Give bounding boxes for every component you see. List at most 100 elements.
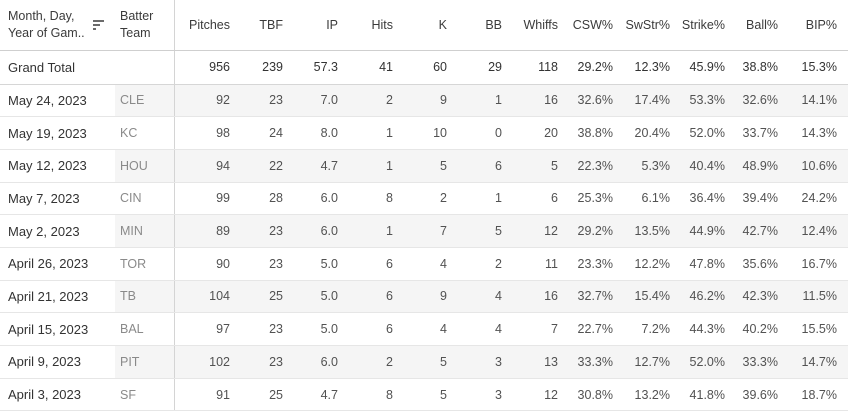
column-header-bip-pct[interactable]: BIP% [788,0,848,51]
stat-cell: 25.3% [568,182,623,216]
stat-cell: 1 [457,182,512,216]
stat-cell: 33.3% [568,345,623,379]
stat-cell: 23 [240,247,293,281]
stat-cell: 17.4% [623,84,680,118]
stat-cell: 32.6% [735,84,788,118]
stat-cell: 5.0 [293,312,348,346]
stat-cell: 3 [457,378,512,412]
stat-cell: 5 [512,149,568,183]
stat-cell: 32.6% [568,84,623,118]
stat-cell: 10.6% [788,149,848,183]
stat-cell: 23 [240,84,293,118]
stat-cell: 35.6% [735,247,788,281]
table-row: April 9, 2023 PIT 102 23 6.0 2 5 3 13 33.3% 12.7% 5… [0,345,848,379]
stat-cell: 5.0 [293,280,348,314]
team-cell: CIN [115,182,174,216]
stat-cell: 23.3% [568,247,623,281]
stat-cell: 2 [457,247,512,281]
stat-cell: 104 [173,280,240,314]
team-cell: TOR [115,247,174,281]
column-header-csw-pct[interactable]: CSW% [568,0,623,51]
stat-cell: 16 [512,84,568,118]
column-header-swstr-pct[interactable]: SwStr% [623,0,680,51]
table-row: April 21, 2023 TB 104 25 5.0 6 9 4 16 32.7% 15.4% 4… [0,280,848,314]
column-header-date[interactable]: Month, Day, Year of Gam.. [0,0,115,51]
stat-cell: 102 [173,345,240,379]
stat-cell: 1 [348,214,403,248]
column-header-pitches[interactable]: Pitches [173,0,240,51]
stat-cell: 98 [173,116,240,150]
column-header-strike-pct[interactable]: Strike% [680,0,735,51]
grand-total-stat-cell: 118 [512,50,568,85]
sort-bar [92,27,96,30]
stat-cell: 30.8% [568,378,623,412]
column-header-k[interactable]: K [403,0,457,51]
stat-cell: 15.5% [788,312,848,346]
stat-cell: 6.0 [293,345,348,379]
team-cell: SF [115,378,174,412]
stat-cell: 2 [348,345,403,379]
stat-cell: 24 [240,116,293,150]
stat-cell: 7 [512,312,568,346]
stat-cell: 6 [457,149,512,183]
stat-cell: 13 [512,345,568,379]
stat-cell: 2 [348,84,403,118]
grand-total-stat-cell: 956 [173,50,240,85]
header-row: Month, Day, Year of Gam.. Batter Team Pi… [0,0,848,51]
team-cell: PIT [115,345,174,379]
grand-total-label: Grand Total [0,50,174,85]
stat-cell: 5 [403,149,457,183]
column-header-hits[interactable]: Hits [348,0,403,51]
stat-cell: 1 [348,116,403,150]
table-row: May 2, 2023 MIN 89 23 6.0 1 7 5 12 29.2% 13.5% 44.9… [0,214,848,248]
stat-cell: 16.7% [788,247,848,281]
stat-cell: 13.2% [623,378,680,412]
grand-total-stat-cell: 239 [240,50,293,85]
stat-cell: 4 [403,312,457,346]
stat-cell: 12.4% [788,214,848,248]
stat-cell: 6 [348,312,403,346]
stat-cell: 11 [512,247,568,281]
stat-cell: 13.5% [623,214,680,248]
stat-cell: 14.3% [788,116,848,150]
sort-descending-icon[interactable] [92,19,104,30]
stat-cell: 97 [173,312,240,346]
column-header-ball-pct[interactable]: Ball% [735,0,788,51]
stat-cell: 39.6% [735,378,788,412]
stat-cell: 15.4% [623,280,680,314]
stat-cell: 24.2% [788,182,848,216]
stat-cell: 42.7% [735,214,788,248]
stat-cell: 91 [173,378,240,412]
grand-total-stat-cell: 29 [457,50,512,85]
column-header-whiffs[interactable]: Whiffs [512,0,568,51]
date-header-line2: Year of Gam.. [8,25,85,40]
stat-cell: 38.8% [568,116,623,150]
column-header-batter-team[interactable]: Batter Team [115,0,174,51]
stat-cell: 42.3% [735,280,788,314]
stat-cell: 44.9% [680,214,735,248]
stat-cell: 1 [457,84,512,118]
stat-cell: 2 [403,182,457,216]
column-header-bb[interactable]: BB [457,0,512,51]
stat-cell: 99 [173,182,240,216]
stat-cell: 14.1% [788,84,848,118]
grand-total-stat-cell: 15.3% [788,50,848,85]
stat-cell: 11.5% [788,280,848,314]
stat-cell: 89 [173,214,240,248]
stat-cell: 20 [512,116,568,150]
stat-cell: 46.2% [680,280,735,314]
date-cell: May 2, 2023 [0,214,115,248]
stat-cell: 52.0% [680,345,735,379]
sort-bar [92,19,104,22]
stat-cell: 22.3% [568,149,623,183]
column-header-ip[interactable]: IP [293,0,348,51]
stat-cell: 0 [457,116,512,150]
date-cell: April 26, 2023 [0,247,115,281]
column-header-tbf[interactable]: TBF [240,0,293,51]
stat-cell: 8 [348,378,403,412]
stat-cell: 40.2% [735,312,788,346]
stat-cell: 7.0 [293,84,348,118]
stat-cell: 33.7% [735,116,788,150]
date-header-line1: Month, Day, [8,8,75,23]
